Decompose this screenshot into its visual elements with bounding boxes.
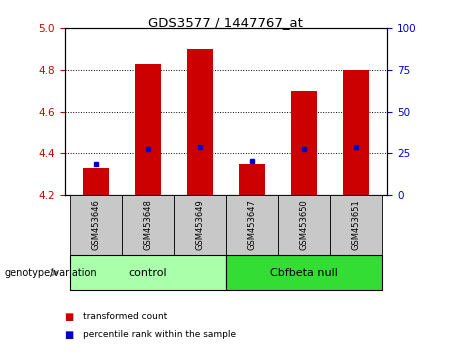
Bar <box>343 70 369 195</box>
Bar <box>239 164 265 195</box>
Bar <box>291 91 317 195</box>
Bar <box>70 195 122 255</box>
Text: genotype/variation: genotype/variation <box>5 268 97 278</box>
Bar <box>70 255 226 290</box>
Text: percentile rank within the sample: percentile rank within the sample <box>83 330 236 339</box>
Text: GSM453646: GSM453646 <box>91 199 100 250</box>
Bar <box>187 49 213 195</box>
Bar <box>226 255 382 290</box>
Text: transformed count: transformed count <box>83 312 167 321</box>
Text: GSM453648: GSM453648 <box>143 199 152 250</box>
Bar <box>83 168 109 195</box>
Bar <box>330 195 382 255</box>
Text: ■: ■ <box>65 312 74 322</box>
Text: Cbfbeta null: Cbfbeta null <box>270 268 338 278</box>
Bar <box>122 195 174 255</box>
Text: GDS3577 / 1447767_at: GDS3577 / 1447767_at <box>148 16 303 29</box>
Bar <box>174 195 226 255</box>
Bar <box>226 195 278 255</box>
Bar <box>278 195 330 255</box>
Text: GSM453650: GSM453650 <box>300 199 308 250</box>
Bar <box>135 64 161 195</box>
Text: GSM453647: GSM453647 <box>248 199 256 250</box>
Text: GSM453651: GSM453651 <box>351 199 361 250</box>
Text: ■: ■ <box>65 330 74 339</box>
Text: control: control <box>129 268 167 278</box>
Text: GSM453649: GSM453649 <box>195 199 204 250</box>
